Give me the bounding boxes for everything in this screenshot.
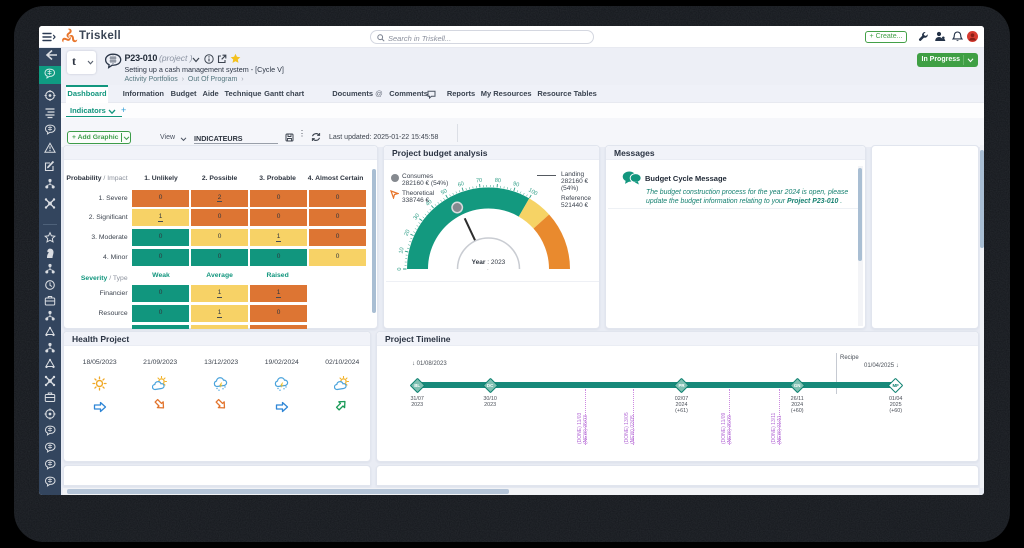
svg-text:50: 50 xyxy=(440,188,448,196)
svg-text:30: 30 xyxy=(413,213,422,222)
svg-text:40: 40 xyxy=(425,199,434,208)
svg-text:60: 60 xyxy=(457,181,465,189)
svg-text:20: 20 xyxy=(404,229,412,237)
svg-text:90: 90 xyxy=(512,181,520,189)
svg-text:100: 100 xyxy=(527,187,538,197)
svg-text:70: 70 xyxy=(476,178,483,185)
svg-text:Year : 2023: Year : 2023 xyxy=(472,259,506,266)
svg-text:10: 10 xyxy=(398,247,405,254)
svg-text:80: 80 xyxy=(494,178,501,185)
svg-text:0: 0 xyxy=(397,267,403,270)
